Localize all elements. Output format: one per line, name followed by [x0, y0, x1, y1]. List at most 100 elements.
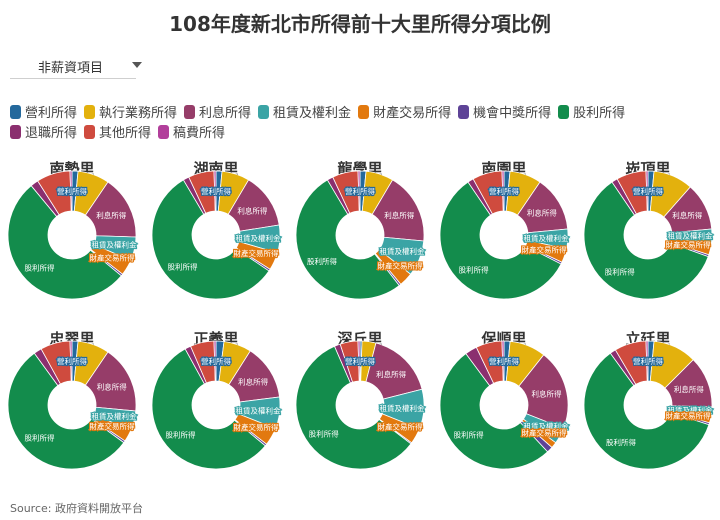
slice-label: 股利所得 [166, 429, 196, 439]
slice-label: 財產交易所得 [90, 252, 135, 262]
slice-label: 營利所得 [201, 356, 231, 366]
slice-label: 財產交易所得 [666, 240, 711, 250]
legend-item[interactable]: 退職所得 [10, 124, 77, 144]
slice-label: 財產交易所得 [522, 428, 567, 438]
slice-label: 財產交易所得 [666, 410, 711, 420]
legend-item[interactable]: 其他所得 [84, 124, 151, 144]
slice-label: 財產交易所得 [378, 421, 423, 431]
donut-slice[interactable] [69, 340, 73, 382]
income-type-dropdown[interactable]: 非薪資項目 [10, 52, 142, 79]
slice-label: 股利所得 [606, 437, 636, 447]
slice-label: 股利所得 [605, 266, 635, 276]
donut-slice[interactable] [151, 348, 266, 470]
chevron-down-icon [132, 62, 142, 68]
slice-label: 營利所得 [633, 356, 663, 366]
legend-swatch [558, 105, 570, 119]
donut-slice[interactable] [295, 345, 412, 470]
donut-slice[interactable] [501, 340, 505, 382]
donut-slice[interactable] [7, 185, 122, 300]
slice-label: 利息所得 [376, 369, 406, 379]
legend-label: 機會中獎所得 [473, 106, 552, 121]
donut-slice[interactable] [213, 170, 217, 212]
slice-label: 租賃及權利金 [524, 421, 569, 431]
donut-slice[interactable] [501, 170, 505, 212]
donut-slice[interactable] [583, 352, 710, 470]
legend-item[interactable]: 執行業務所得 [84, 104, 177, 124]
slice-label: 營利所得 [57, 356, 87, 366]
slice-label: 利息所得 [674, 384, 704, 394]
donut-slice[interactable] [69, 170, 73, 212]
donut-slice[interactable] [295, 179, 400, 300]
legend-label: 財產交易所得 [373, 106, 452, 121]
donut-slice[interactable] [645, 340, 649, 382]
legend-item[interactable]: 財產交易所得 [358, 104, 451, 124]
legend-swatch [84, 125, 96, 139]
slice-label: 租賃及權利金 [236, 406, 281, 416]
slice-label: 財產交易所得 [90, 421, 135, 431]
legend-item[interactable]: 利息所得 [184, 104, 251, 124]
legend-label: 營利所得 [25, 106, 78, 121]
slice-label: 股利所得 [167, 261, 197, 271]
slice-label: 營利所得 [201, 186, 231, 196]
donut-slice[interactable] [7, 352, 125, 470]
legend: 營利所得 執行業務所得 利息所得 租賃及權利金 財產交易所得 機會中獎所得 股利所得退職所得… [10, 104, 700, 144]
slice-label: 利息所得 [672, 210, 702, 220]
slice-label: 利息所得 [97, 381, 127, 391]
dropdown-selected-label: 非薪資項目 [38, 61, 104, 76]
legend-swatch [458, 105, 470, 119]
donut-slice[interactable] [213, 340, 217, 382]
slice-label: 利息所得 [237, 205, 267, 215]
slice-label: 營利所得 [633, 186, 663, 196]
legend-item[interactable]: 營利所得 [10, 104, 77, 124]
donut-slice[interactable] [518, 354, 569, 429]
slice-label: 財產交易所得 [234, 422, 279, 432]
legend-item[interactable]: 租賃及權利金 [258, 104, 351, 124]
donut-slice[interactable] [583, 181, 709, 300]
donut-charts: 南勢里營利所得利息所得租賃及權利金財產交易所得股利所得湖南里營利所得利息所得租賃… [7, 160, 714, 470]
legend-swatch [84, 105, 96, 119]
donut-slice[interactable] [645, 170, 649, 212]
slice-label: 租賃及權利金 [524, 233, 569, 243]
legend-label: 稿費所得 [173, 126, 226, 141]
slice-label: 利息所得 [527, 208, 557, 218]
slice-label: 營利所得 [345, 186, 375, 196]
legend-label: 執行業務所得 [99, 106, 178, 121]
source-note: Source: 政府資料開放平台 [10, 502, 143, 515]
slice-label: 股利所得 [309, 428, 339, 438]
slice-label: 股利所得 [24, 433, 54, 443]
slice-label: 營利所得 [489, 186, 519, 196]
slice-label: 股利所得 [307, 256, 337, 266]
legend-swatch [10, 105, 21, 119]
chart-title: 108年度新北市所得前十大里所得分項比例 [169, 12, 551, 36]
slice-label: 營利所得 [489, 356, 519, 366]
slice-label: 租賃及權利金 [668, 231, 713, 241]
slice-label: 租賃及權利金 [668, 405, 713, 415]
legend-label: 退職所得 [25, 126, 78, 141]
legend-item[interactable]: 股利所得 [558, 104, 625, 124]
slice-label: 財產交易所得 [234, 248, 279, 258]
legend-swatch [158, 125, 170, 139]
slice-label: 租賃及權利金 [92, 240, 137, 250]
slice-label: 股利所得 [454, 429, 484, 439]
legend-item[interactable]: 稿費所得 [158, 124, 225, 144]
donut-slice[interactable] [439, 181, 562, 300]
slice-label: 利息所得 [238, 376, 268, 386]
donut-slice[interactable] [439, 353, 549, 470]
slice-label: 租賃及權利金 [380, 403, 425, 413]
slice-label: 營利所得 [57, 186, 87, 196]
legend-item[interactable]: 機會中獎所得 [458, 104, 551, 124]
legend-swatch [10, 125, 21, 139]
legend-label: 股利所得 [573, 106, 626, 121]
slice-label: 租賃及權利金 [92, 411, 137, 421]
donut-slice[interactable] [357, 340, 361, 382]
donut-slice[interactable] [151, 179, 270, 300]
legend-label: 租賃及權利金 [273, 106, 352, 121]
donut-slice[interactable] [357, 170, 361, 212]
